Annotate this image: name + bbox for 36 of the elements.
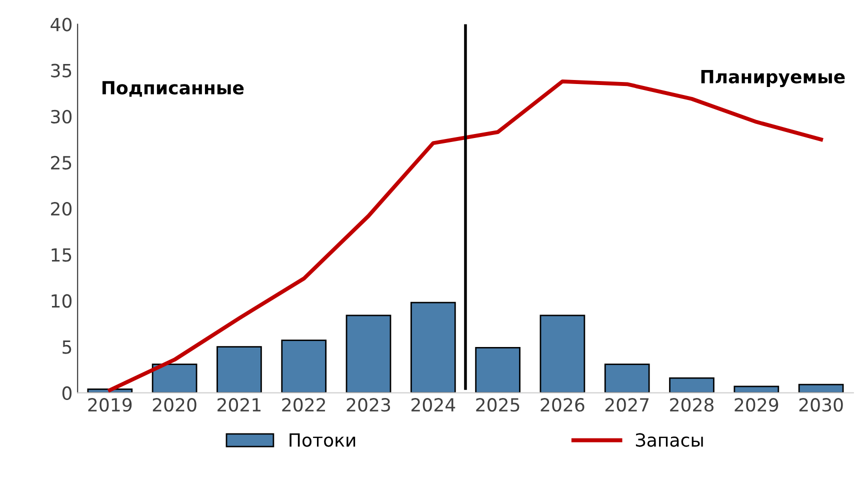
bar [540,314,586,393]
y-tick-label: 15 [52,248,72,262]
x-tick-label: 2020 [152,398,196,412]
x-tick-label: 2021 [218,398,261,412]
y-tick-label: 5 [62,340,72,354]
bar [281,340,327,393]
bar [410,302,456,393]
x-tick-label: 2023 [346,398,390,412]
y-tick-label: 40 [50,18,72,32]
x-tick-label: 2024 [412,398,456,412]
bar [669,377,714,393]
annotation: Подписанные [102,81,244,97]
bar [798,384,844,393]
x-tick-label: 2026 [540,398,584,412]
x-tick-label: 2019 [88,398,132,412]
x-tick-label: 2029 [734,398,778,412]
y-tick-label: 25 [51,156,72,170]
bar [734,386,780,393]
bar [604,364,650,393]
x-tick-label: 2022 [282,398,326,412]
legend-label: Потоки [290,433,356,447]
bar [475,347,520,393]
bar [216,346,262,393]
y-tick-label: 0 [62,386,72,400]
x-tick-label: 2028 [670,398,714,412]
y-tick-label: 35 [51,64,72,78]
x-tick-label: 2025 [476,398,520,412]
legend-label: Запасы [636,433,703,447]
y-tick-label: 20 [51,202,72,216]
y-tick-label: 10 [52,294,72,308]
bar [152,364,198,393]
bar [346,314,392,393]
x-tick-label: 2027 [605,398,649,412]
y-tick-label: 30 [51,110,72,124]
x-tick-label: 2030 [799,398,843,412]
annotation: Планируемые [701,70,845,88]
